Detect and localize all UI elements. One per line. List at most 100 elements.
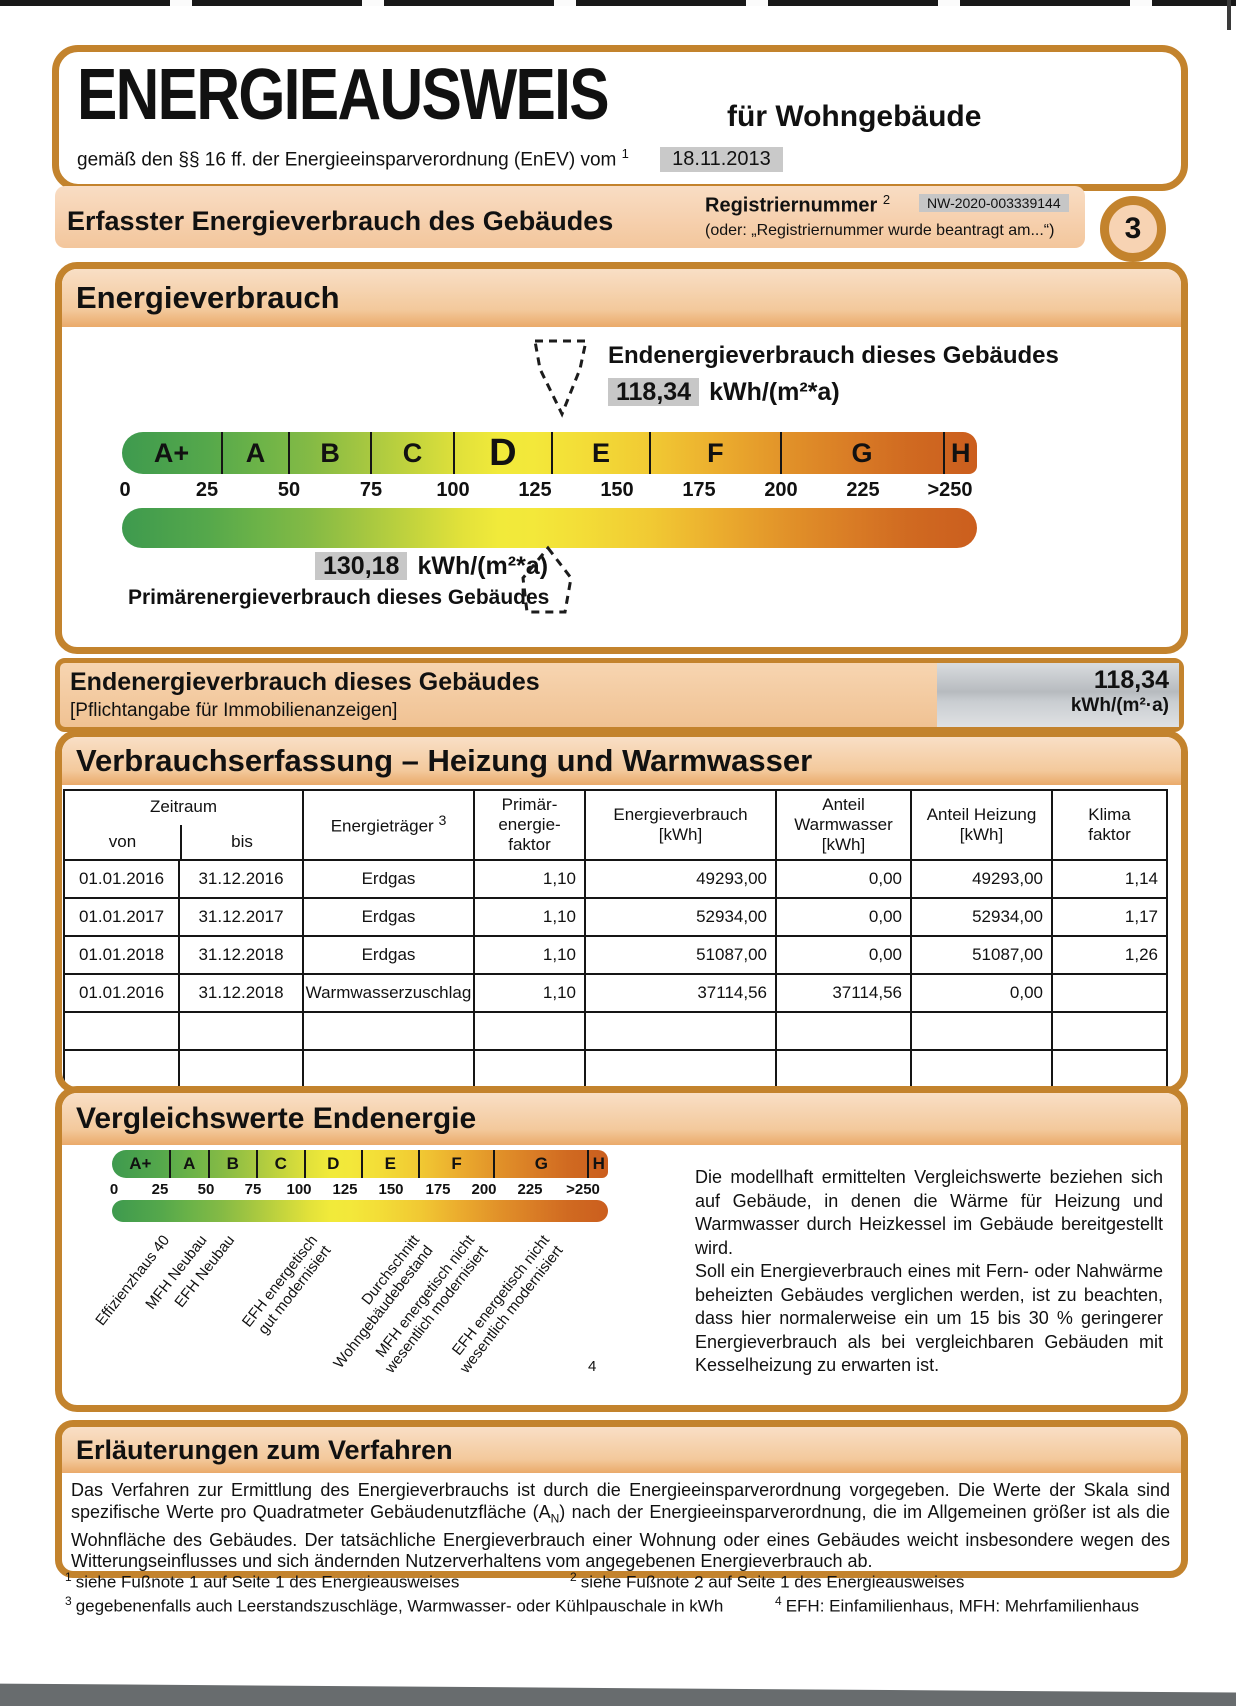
scale-class-g: G	[782, 432, 945, 474]
cell-pef	[473, 1011, 586, 1051]
cell-warmwasser: 0,00	[775, 897, 912, 937]
cell-pef: 1,10	[473, 973, 586, 1013]
section-title: Erfasster Energieverbrauch des Gebäudes	[67, 206, 614, 236]
cell-energietraeger	[302, 1049, 475, 1087]
endenergie-bar-label: Endenergieverbrauch dieses Gebäudes	[70, 668, 540, 696]
scale-class-h: H	[951, 437, 971, 468]
col-header-anteil-warmwasser: Anteil Warmwasser [kWh]	[775, 789, 912, 861]
scale-tick: 125	[518, 479, 552, 501]
footnote-2: 2 siehe Fußnote 2 auf Seite 1 des Energie…	[570, 1570, 964, 1593]
scale-tick: 175	[682, 479, 716, 501]
comparison-footnote-marker: 4	[588, 1358, 597, 1375]
table-row: 01.01.2017 31.12.2017 Erdgas 1,10 52934,…	[63, 897, 1168, 937]
footnote-text: siehe Fußnote 1 auf Seite 1 des Energiea…	[75, 1572, 460, 1592]
col-header-bis: bis	[180, 825, 301, 858]
primary-energy-label: Primärenergieverbrauch dieses Gebäudes	[128, 586, 550, 609]
cell-verbrauch	[584, 1049, 777, 1087]
scale-tick: >250	[566, 1181, 600, 1198]
erlaeuterungen-body: Das Verfahren zur Ermittlung des Energie…	[62, 1473, 1181, 1571]
cell-verbrauch: 52934,00	[584, 897, 777, 937]
cell-warmwasser	[775, 1049, 912, 1087]
cell-bis: 31.12.2018	[178, 935, 304, 975]
registration-number-value: NW-2020-003339144	[919, 194, 1069, 212]
energy-scale-gradient-bar	[122, 508, 977, 548]
registration-label-text: Registriernummer	[705, 194, 878, 217]
cell-heizung: 52934,00	[910, 897, 1053, 937]
scale-tick: 175	[425, 1181, 451, 1198]
scale-tick: 200	[764, 479, 798, 501]
scale-class-e: E	[363, 1150, 420, 1178]
cell-verbrauch: 37114,56	[584, 973, 777, 1013]
cell-verbrauch: 49293,00	[584, 859, 777, 899]
footnote-3: 3 gegebenenfalls auch Leerstandszuschläge…	[65, 1594, 723, 1617]
scale-tick: 225	[517, 1181, 543, 1198]
scale-tick: 0	[109, 1181, 119, 1198]
scale-tick: 100	[286, 1181, 312, 1198]
end-energy-value-line: 118,34 kWh/(m²*a)	[608, 378, 840, 407]
endenergie-bar-sublabel: [Pflichtangabe für Immobilienanzeigen]	[70, 700, 398, 721]
cell-klimafaktor: 1,26	[1051, 935, 1168, 975]
end-energy-arrow-down-icon	[533, 339, 588, 418]
cell-heizung: 49293,00	[910, 859, 1053, 899]
cell-klimafaktor	[1051, 1011, 1168, 1051]
scale-tick: 200	[471, 1181, 497, 1198]
cell-warmwasser	[775, 1011, 912, 1051]
table-row: 01.01.2016 31.12.2018 Warmwasserzuschlag…	[63, 973, 1168, 1013]
cell-pef: 1,10	[473, 935, 586, 975]
cell-klimafaktor	[1051, 973, 1168, 1013]
endenergie-value: 118,34	[1093, 666, 1169, 694]
col-header-anteil-heizung: Anteil Heizung [kWh]	[910, 789, 1053, 861]
primary-energy-unit: kWh/(m²*a)	[417, 552, 549, 580]
endenergie-unit: kWh/(m²·a)	[1070, 695, 1169, 716]
scale-tick: 25	[195, 479, 219, 501]
registration-number-label: Registriernummer 2	[705, 192, 890, 218]
end-energy-value: 118,34	[608, 378, 700, 406]
scan-artifact-bottom	[0, 1683, 1236, 1706]
cell-bis	[178, 1049, 304, 1087]
scale-tick: 150	[600, 479, 634, 501]
subtitle-text: gemäß den §§ 16 ff. der Energieeinsparve…	[77, 149, 617, 171]
verbrauchserfassung-box: Verbrauchserfassung – Heizung und Warmwa…	[55, 730, 1188, 1094]
cell-pef: 1,10	[473, 859, 586, 899]
table-row-empty	[63, 1011, 1168, 1051]
comparison-scale-gradient-bar	[112, 1200, 608, 1222]
cell-von	[63, 1011, 180, 1051]
cell-bis: 31.12.2018	[178, 973, 304, 1013]
cell-energietraeger: Warmwasserzuschlag	[302, 973, 475, 1013]
cell-von: 01.01.2018	[63, 935, 180, 975]
energietraeger-label: Energieträger	[330, 816, 434, 836]
scale-tick: 50	[277, 479, 301, 501]
scale-class-g: G	[495, 1150, 590, 1178]
enev-date: 18.11.2013	[660, 147, 783, 173]
cell-von: 01.01.2016	[63, 973, 180, 1013]
cell-bis: 31.12.2016	[178, 859, 304, 899]
scale-class-h: H	[592, 1154, 605, 1173]
primary-energy-arrow-up-icon	[521, 545, 573, 614]
scan-artifact-right	[1227, 0, 1231, 30]
scale-class-c: C	[372, 432, 455, 474]
cell-verbrauch: 51087,00	[584, 935, 777, 975]
cell-bis: 31.12.2017	[178, 897, 304, 937]
table-header-row: Zeitraum von bis Energieträger 3 Primär-…	[63, 789, 1168, 861]
cell-von: 01.01.2017	[63, 897, 180, 937]
scale-class-e: E	[553, 432, 652, 474]
col-header-energietraeger: Energieträger 3	[302, 789, 475, 861]
cell-heizung	[910, 1049, 1053, 1087]
footnote-marker: 3	[65, 1594, 72, 1608]
cell-energietraeger: Erdgas	[302, 935, 475, 975]
table-row: 01.01.2016 31.12.2016 Erdgas 1,10 49293,…	[63, 859, 1168, 899]
col-header-zeitraum: Zeitraum von bis	[63, 789, 304, 861]
scale-tick: 100	[436, 479, 470, 501]
scale-tick: 225	[846, 479, 880, 501]
scale-tick: 75	[244, 1181, 262, 1198]
cell-energietraeger: Erdgas	[302, 897, 475, 937]
energy-scale-band: A+ A B C D E F G H	[122, 432, 977, 474]
erlaeuterungen-heading: Erläuterungen zum Verfahren	[62, 1427, 1181, 1473]
subtitle-footnote-marker: 1	[621, 146, 629, 161]
zeitraum-label: Zeitraum	[149, 797, 218, 816]
footnote-1: 1 siehe Fußnote 1 auf Seite 1 des Energie…	[65, 1570, 459, 1593]
endenergie-value-panel: 118,34 kWh/(m²·a)	[937, 663, 1179, 727]
scale-tick: 125	[332, 1181, 358, 1198]
endenergie-result-bar: Endenergieverbrauch dieses Gebäudes [Pfl…	[55, 658, 1184, 732]
